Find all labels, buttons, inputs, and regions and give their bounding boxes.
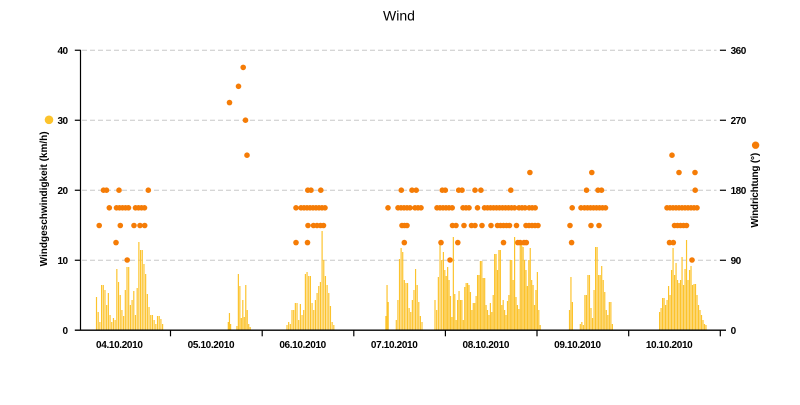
svg-text:10.10.2010: 10.10.2010 bbox=[646, 340, 693, 351]
svg-text:09.10.2010: 09.10.2010 bbox=[554, 340, 601, 351]
svg-text:40: 40 bbox=[57, 46, 68, 57]
svg-text:90: 90 bbox=[731, 256, 742, 267]
svg-text:08.10.2010: 08.10.2010 bbox=[463, 340, 510, 351]
svg-text:0: 0 bbox=[731, 326, 737, 337]
svg-text:Windgeschwindigkeit (km/h): Windgeschwindigkeit (km/h) bbox=[39, 131, 50, 266]
svg-text:05.10.2010: 05.10.2010 bbox=[188, 340, 235, 351]
svg-text:30: 30 bbox=[57, 116, 68, 127]
svg-text:270: 270 bbox=[731, 116, 747, 127]
svg-text:10: 10 bbox=[57, 256, 68, 267]
svg-text:04.10.2010: 04.10.2010 bbox=[96, 340, 143, 351]
svg-text:20: 20 bbox=[57, 186, 68, 197]
svg-text:Windrichtung (°): Windrichtung (°) bbox=[750, 153, 761, 228]
svg-text:0: 0 bbox=[63, 326, 69, 337]
svg-text:06.10.2010: 06.10.2010 bbox=[279, 340, 326, 351]
svg-text:Wind: Wind bbox=[383, 8, 415, 24]
svg-text:360: 360 bbox=[731, 46, 747, 57]
svg-text:07.10.2010: 07.10.2010 bbox=[371, 340, 418, 351]
svg-text:180: 180 bbox=[731, 186, 747, 197]
